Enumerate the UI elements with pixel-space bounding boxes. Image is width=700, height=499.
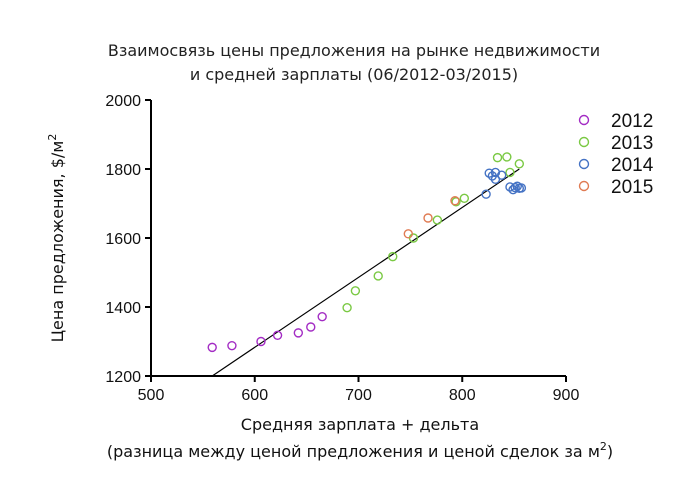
y-tick-label: 1600 <box>105 231 141 248</box>
x-tick-label: 900 <box>553 387 580 404</box>
y-tick-label: 1400 <box>105 300 141 317</box>
x-axis-sublabel: (разница между ценой предложения и ценой… <box>107 440 613 461</box>
trend-line <box>211 168 520 377</box>
data-point-2014 <box>496 170 507 180</box>
data-point-2013 <box>350 286 361 296</box>
data-point-2013 <box>342 302 352 313</box>
data-point-2015 <box>450 196 460 206</box>
data-point-2013 <box>505 167 515 178</box>
data-point-2014 <box>512 181 522 191</box>
data-point-2015 <box>403 229 413 239</box>
legend-marker-2012 <box>578 114 590 126</box>
data-point-2013 <box>502 152 512 162</box>
legend-marker-2014 <box>578 158 590 170</box>
x-tick-label: 700 <box>345 387 372 404</box>
chart-title: Взаимосвязь цены предложения на рынке не… <box>108 41 600 60</box>
data-point-2013 <box>514 159 525 169</box>
legend-label-2015: 2015 <box>611 177 653 198</box>
data-point-2014 <box>481 189 491 199</box>
x-axis-sublabel-end: ) <box>607 442 613 461</box>
y-tick-label: 2000 <box>105 93 141 110</box>
data-point-2012 <box>227 340 237 351</box>
legend-marker-2015 <box>578 180 590 192</box>
data-point-2013 <box>388 251 398 262</box>
data-point-2013 <box>492 152 503 163</box>
data-point-2014 <box>510 182 520 193</box>
y-axis-label-main: Цена предложения, $/м <box>48 141 67 343</box>
data-point-2012 <box>272 330 283 340</box>
data-point-2013 <box>432 215 443 225</box>
legend-label-2014: 2014 <box>611 155 654 176</box>
y-tick-label: 1800 <box>105 162 141 179</box>
data-point-2012 <box>306 322 316 332</box>
y-axis-label: Цена предложения, $/м2 <box>46 134 67 343</box>
y-tick-label: 1200 <box>105 369 141 386</box>
data-point-2014 <box>490 174 501 185</box>
data-point-2014 <box>516 183 527 193</box>
legend-label-2013: 2013 <box>611 133 653 154</box>
x-axis-sublabel-sup: 2 <box>600 440 607 453</box>
legend-label-2012: 2012 <box>611 111 653 132</box>
data-point-2013 <box>373 271 383 281</box>
data-point-2013 <box>459 193 470 204</box>
data-point-2012 <box>317 311 327 322</box>
data-point-2015 <box>423 213 433 223</box>
x-tick-label: 500 <box>138 387 165 404</box>
y-axis-label-sup: 2 <box>46 134 59 141</box>
x-axis-sublabel-main: (разница между ценой предложения и ценой… <box>107 442 600 461</box>
legend-marker-2013 <box>578 136 590 148</box>
data-point-2014 <box>484 168 494 178</box>
data-point-2012 <box>256 336 266 347</box>
plot-area: 500 600 700 800 9001200140016001800200020122… <box>105 93 653 404</box>
x-tick-label: 600 <box>241 387 268 404</box>
data-point-2013 <box>451 197 461 207</box>
data-point-2012 <box>207 342 217 353</box>
x-tick-label: 800 <box>449 387 476 404</box>
chart-subtitle: и средней зарплаты (06/2012-03/2015) <box>190 65 518 84</box>
data-point-2012 <box>293 328 304 338</box>
x-axis-label: Средняя зарплата + дельта <box>241 415 479 434</box>
